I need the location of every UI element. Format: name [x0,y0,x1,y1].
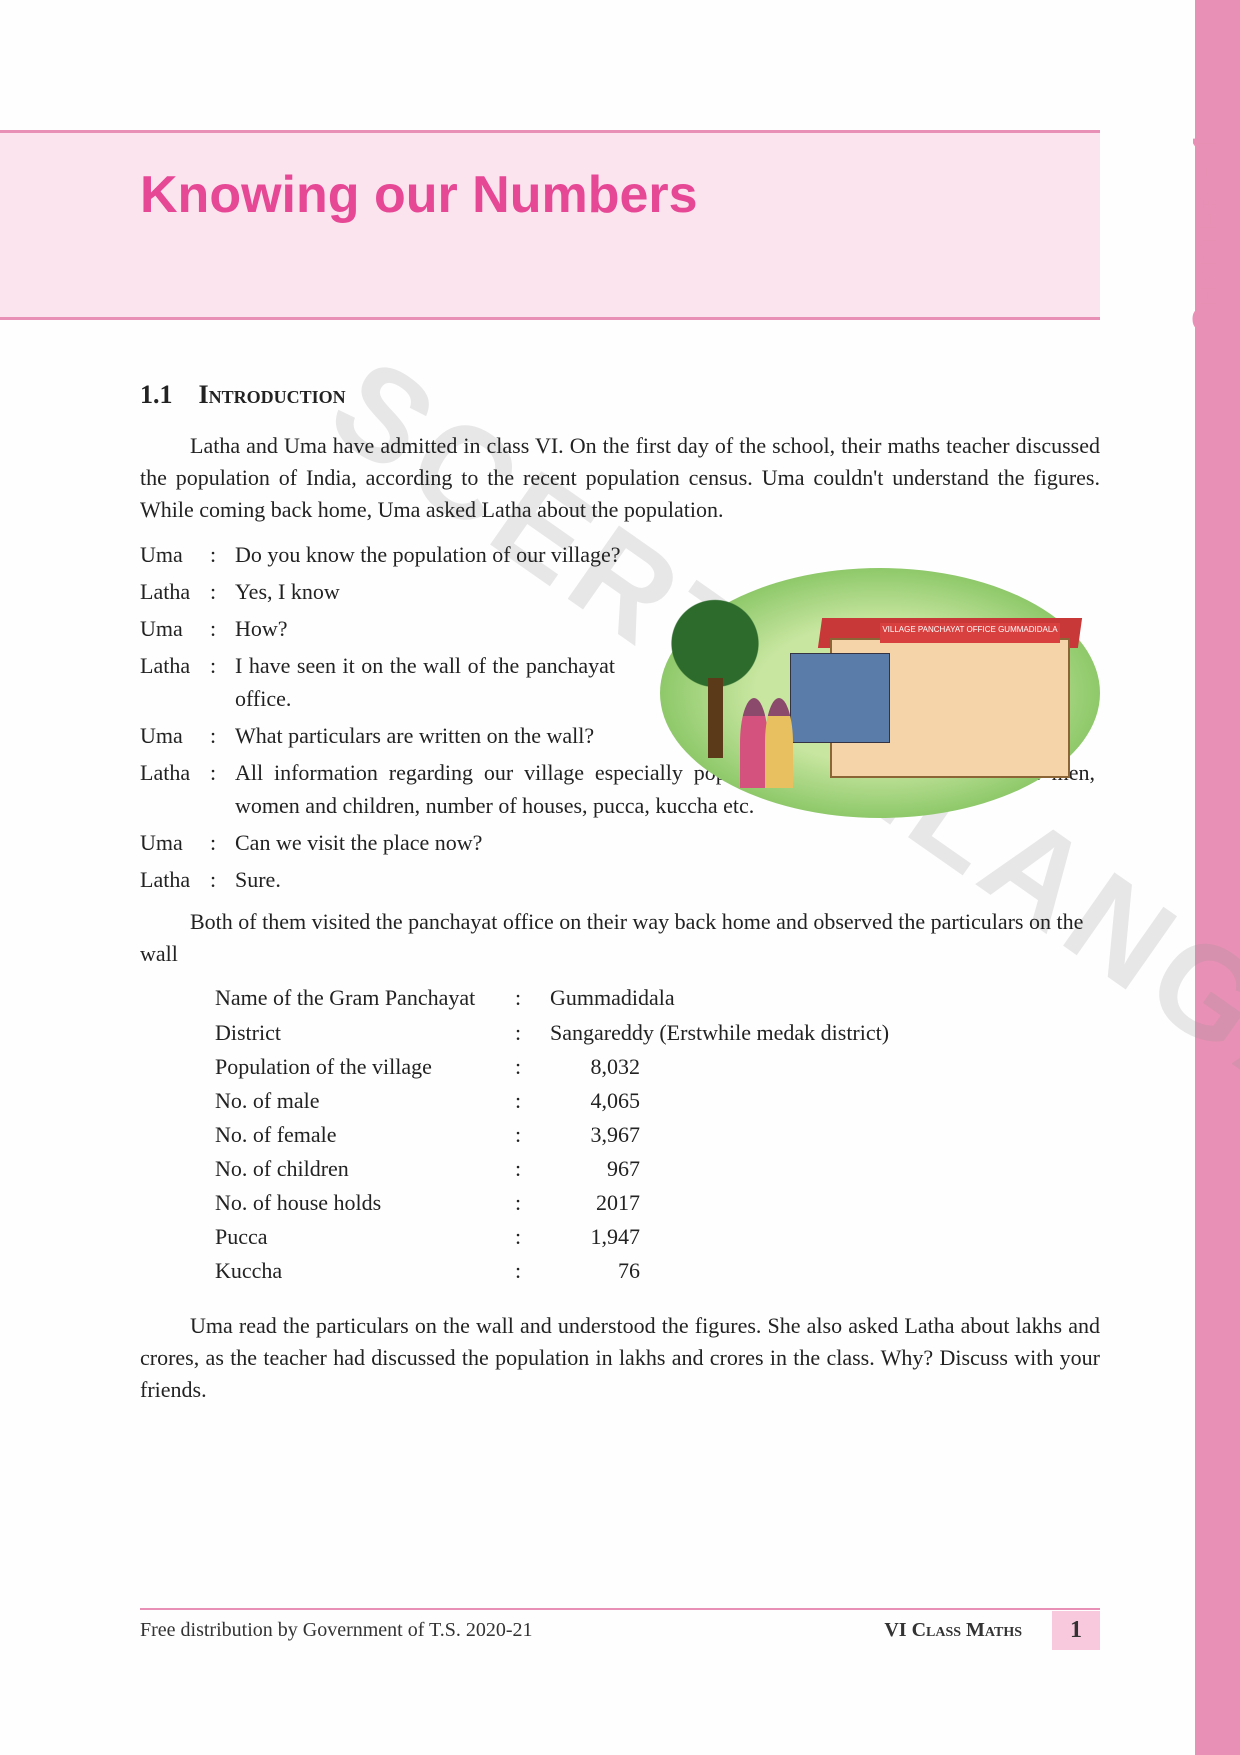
dialogue-speaker: Latha [140,649,210,715]
dialogue-speaker: Latha [140,863,210,896]
particular-label: Pucca [215,1220,515,1254]
section-title: Introduction [199,380,346,409]
dialogue-text: Do you know the population of our villag… [235,538,1100,571]
particular-value: 967 [550,1152,640,1186]
paragraph-3: Uma read the particulars on the wall and… [140,1310,1100,1406]
particular-row: Name of the Gram Panchayat:Gummadidala [215,981,1100,1015]
particular-colon: : [515,1152,550,1186]
particular-row: Kuccha:76 [215,1254,1100,1288]
particular-value: 1,947 [550,1220,640,1254]
dialogue-colon: : [210,538,235,571]
chapter-label: Chapter - 1 [1185,130,1227,333]
particular-colon: : [515,1084,550,1118]
dialogue-row: Uma:Do you know the population of our vi… [140,538,1100,571]
dialogue-text: Can we visit the place now? [235,826,1100,859]
particular-row: No. of male:4,065 [215,1084,1100,1118]
dialogue-speaker: Uma [140,826,210,859]
people-icon [740,698,795,793]
particular-value: 76 [550,1254,640,1288]
dialogue-colon: : [210,649,235,715]
particular-label: District [215,1016,515,1050]
title-band [0,130,1100,320]
dialogue-speaker: Uma [140,538,210,571]
particular-label: Name of the Gram Panchayat [215,981,515,1015]
footer-divider [140,1608,1100,1610]
particular-colon: : [515,1254,550,1288]
particular-colon: : [515,981,550,1015]
particular-row: Population of the village:8,032 [215,1050,1100,1084]
dialogue-colon: : [210,719,235,752]
dialogue-text: I have seen it on the wall of the pancha… [235,649,615,715]
particular-value: Sangareddy (Erstwhile medak district) [550,1016,1100,1050]
dialogue-speaker: Latha [140,575,210,608]
content-area: 1.1 Introduction Latha and Uma have admi… [140,380,1100,1406]
intro-paragraph: Latha and Uma have admitted in class VI.… [140,430,1100,526]
notice-board [790,653,890,743]
particular-colon: : [515,1220,550,1254]
page-number: 1 [1052,1611,1100,1650]
particular-value: 8,032 [550,1050,640,1084]
particular-label: Kuccha [215,1254,515,1288]
footer: Free distribution by Government of T.S. … [140,1611,1100,1650]
particular-row: No. of house holds:2017 [215,1186,1100,1220]
particular-colon: : [515,1186,550,1220]
section-number: 1.1 [140,380,173,409]
dialogue-row: Uma:Can we visit the place now? [140,826,1100,859]
dialogue-speaker: Latha [140,756,210,822]
panchayat-illustration: VILLAGE PANCHAYAT OFFICE GUMMADIDALA [660,568,1100,818]
building-sign: VILLAGE PANCHAYAT OFFICE GUMMADIDALA [880,623,1060,643]
particular-row: District:Sangareddy (Erstwhile medak dis… [215,1016,1100,1050]
dialogue-colon: : [210,756,235,822]
particular-value: 4,065 [550,1084,640,1118]
footer-distribution-text: Free distribution by Government of T.S. … [140,1619,533,1642]
particular-label: No. of children [215,1152,515,1186]
particular-colon: : [515,1016,550,1050]
dialogue-text: Sure. [235,863,1100,896]
dialogue-colon: : [210,575,235,608]
dialogue-colon: : [210,863,235,896]
particular-value: Gummadidala [550,981,1100,1015]
particular-row: Pucca:1,947 [215,1220,1100,1254]
dialogue-row: Latha:Sure. [140,863,1100,896]
dialogue-speaker: Uma [140,612,210,645]
particular-row: No. of female:3,967 [215,1118,1100,1152]
particular-label: No. of male [215,1084,515,1118]
particular-label: No. of house holds [215,1186,515,1220]
dialogue-colon: : [210,612,235,645]
particular-colon: : [515,1118,550,1152]
dialogue-speaker: Uma [140,719,210,752]
dialogue-colon: : [210,826,235,859]
particular-row: No. of children:967 [215,1152,1100,1186]
dialogue-text: What particulars are written on the wall… [235,719,615,752]
section-heading: 1.1 Introduction [140,380,1100,410]
particular-colon: : [515,1050,550,1084]
particular-label: No. of female [215,1118,515,1152]
particular-value: 2017 [550,1186,640,1220]
footer-right: VI Class Maths 1 [884,1611,1100,1650]
particular-label: Population of the village [215,1050,515,1084]
particular-value: 3,967 [550,1118,640,1152]
particulars-table: Name of the Gram Panchayat:GummadidalaDi… [215,981,1100,1288]
dialogue-block: VILLAGE PANCHAYAT OFFICE GUMMADIDALA Uma… [140,538,1100,896]
paragraph-2: Both of them visited the panchayat offic… [140,906,1100,970]
footer-class-label: VI Class Maths [884,1619,1022,1642]
chapter-title: Knowing our Numbers [140,165,698,225]
